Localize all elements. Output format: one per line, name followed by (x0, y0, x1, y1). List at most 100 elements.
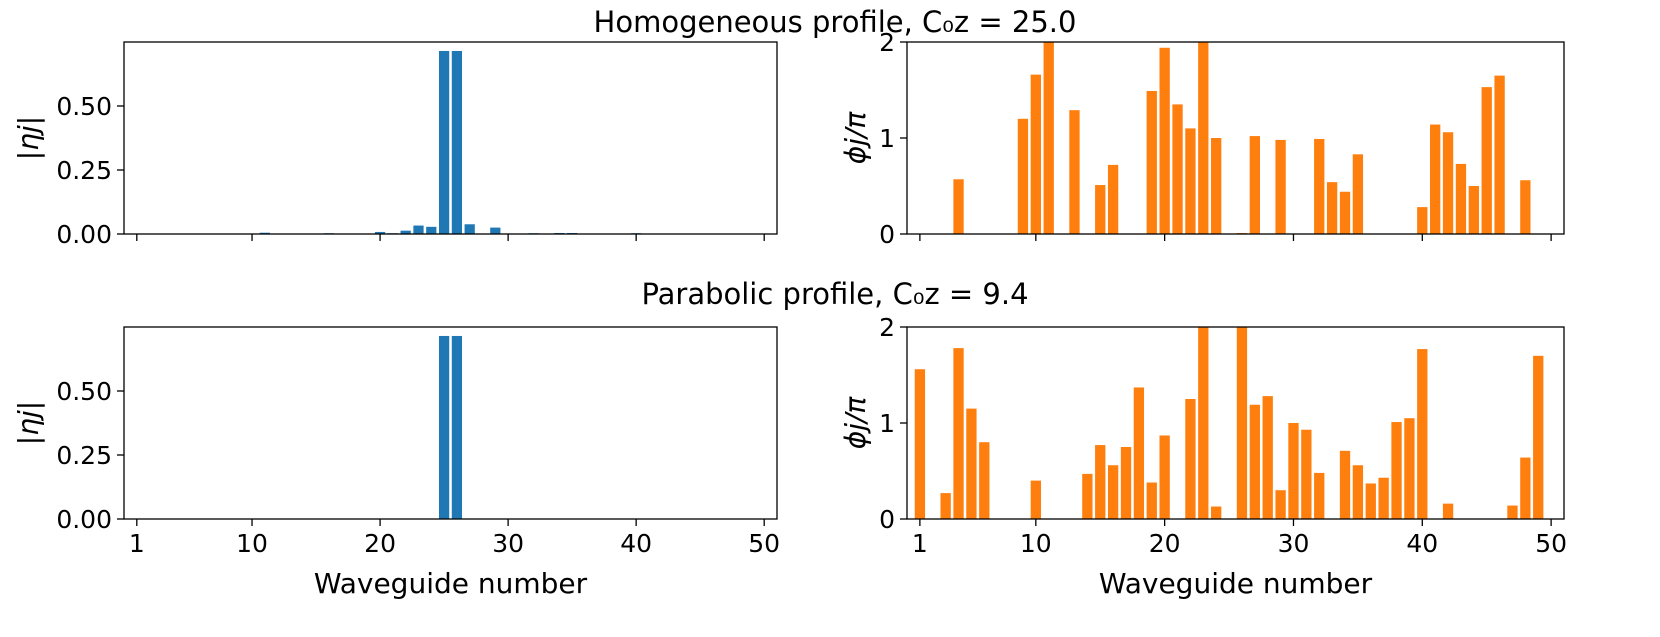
parab-amp-ytick-label-1: 0.25 (56, 441, 112, 470)
parab-amp-xtick-label-30: 30 (492, 529, 524, 558)
homog-phase-bar-15 (1095, 185, 1106, 234)
homog-phase-bar-41 (1430, 124, 1441, 234)
homog-phase-bar-13 (1069, 110, 1080, 234)
parab-phase-xtick-label-50: 50 (1535, 529, 1567, 558)
homog-phase-bar-40 (1417, 207, 1428, 234)
parab-amp-ytick-label-0: 0.00 (56, 505, 112, 534)
parab-phase-bar-42 (1442, 503, 1454, 519)
parab-phase-bar-4 (953, 348, 964, 519)
homog-amp-bar-29 (490, 227, 501, 234)
homog-amp-bar-24 (426, 226, 437, 234)
parab-phase-bar-17 (1120, 447, 1132, 519)
parab-phase-bar-18 (1133, 387, 1145, 519)
parab-amp-xtick-label-50: 50 (748, 529, 780, 558)
homog-phase-bar-11 (1043, 42, 1054, 234)
parab-phase-bar-40 (1417, 349, 1428, 519)
homog-phase-bar-29 (1275, 139, 1286, 234)
parab-phase-bar-39 (1404, 418, 1415, 519)
homog-phase-bar-9 (1017, 118, 1029, 234)
homog-amp-ytick-label-2: 0.50 (56, 92, 112, 121)
parab-phase-ytick-label-2: 2 (879, 313, 895, 342)
parab-phase-bar-19 (1146, 482, 1157, 519)
parab-phase-xtick-label-20: 20 (1149, 529, 1181, 558)
homog-amp-bar-25 (438, 50, 450, 234)
parab-amp-xlabel: Waveguide number (314, 567, 588, 600)
parab-phase-bar-29 (1275, 490, 1286, 519)
parab-phase-xtick-label-1: 1 (912, 529, 928, 558)
parab-phase-bar-47 (1507, 505, 1518, 519)
homog-phase-bar-22 (1185, 128, 1196, 234)
parab-phase-xtick-label-30: 30 (1278, 529, 1310, 558)
homog-phase-bar-45 (1481, 87, 1492, 234)
parab-phase-bar-26 (1236, 327, 1248, 519)
parab-phase-ytick-label-1: 1 (879, 409, 895, 438)
homog-phase-bar-34 (1339, 191, 1351, 234)
parab-phase-ylabel: ϕj/π (839, 396, 872, 450)
parab-phase-bar-27 (1249, 404, 1260, 519)
homog-phase-ytick-label-1: 1 (879, 124, 895, 153)
homog-phase-bar-33 (1326, 182, 1338, 234)
parab-phase-bar-49 (1533, 355, 1544, 519)
parab-amp-panel-title: Parabolic profile, C₀z = 9.4 (641, 277, 1028, 311)
parab-phase-bar-20 (1159, 435, 1170, 519)
parab-phase-bar-1 (914, 369, 926, 519)
parab-phase-bar-32 (1314, 472, 1325, 519)
homog-phase-bar-19 (1146, 90, 1157, 234)
homog-phase-bar-42 (1442, 132, 1454, 234)
parab-phase-bar-24 (1211, 506, 1222, 519)
parab-phase-bar-22 (1185, 399, 1196, 519)
homog-phase-bar-44 (1468, 186, 1479, 234)
parab-phase-xtick-label-10: 10 (1020, 529, 1052, 558)
homog-phase-bar-20 (1159, 47, 1170, 234)
parab-phase-axes-frame (906, 326, 1565, 520)
parab-amp-ytick-label-2: 0.50 (56, 377, 112, 406)
parab-amp-bar-25 (438, 335, 450, 519)
homog-phase-bar-4 (953, 179, 964, 234)
homog-phase-bar-16 (1107, 164, 1119, 234)
parab-phase-bar-23 (1198, 327, 1209, 519)
parab-phase-bar-34 (1339, 450, 1351, 519)
parab-amp-xtick-label-40: 40 (620, 529, 652, 558)
parab-phase-bar-38 (1391, 422, 1402, 519)
homog-amp-ytick-label-1: 0.25 (56, 156, 112, 185)
parab-phase-bar-37 (1378, 477, 1389, 519)
homog-phase-bar-35 (1352, 154, 1364, 234)
homog-amp-axes-frame (123, 41, 778, 235)
homog-amp-bar-26 (451, 50, 463, 234)
parab-phase-bar-16 (1107, 465, 1119, 519)
homog-phase-bar-48 (1520, 180, 1531, 234)
parab-phase-bar-10 (1030, 480, 1041, 519)
homog-phase-bar-43 (1455, 163, 1467, 234)
parab-phase-bar-31 (1301, 429, 1312, 519)
homog-phase-bar-46 (1494, 75, 1505, 234)
parab-phase-xtick-label-40: 40 (1406, 529, 1438, 558)
parab-phase-bar-5 (966, 408, 977, 519)
homog-amp-panel-title: Homogeneous profile, C₀z = 25.0 (594, 5, 1077, 39)
parab-phase-bar-48 (1520, 457, 1531, 519)
parab-phase-bar-28 (1262, 396, 1273, 519)
homog-phase-bar-32 (1314, 138, 1325, 234)
homog-amp-bar-20 (374, 231, 386, 234)
homog-phase-bar-21 (1172, 104, 1183, 234)
homog-amp-bar-27 (464, 224, 475, 234)
parab-phase-bar-15 (1095, 445, 1106, 519)
parab-amp-xtick-label-10: 10 (236, 529, 268, 558)
parab-phase-bar-14 (1082, 473, 1093, 519)
homog-phase-bar-24 (1211, 138, 1222, 234)
parab-amp-ylabel: |ηj| (12, 401, 45, 445)
homog-amp-ytick-label-0: 0.00 (56, 220, 112, 249)
parab-phase-bar-36 (1365, 483, 1376, 519)
parab-phase-bar-6 (979, 442, 990, 519)
parab-phase-bar-35 (1352, 465, 1364, 519)
homog-phase-ytick-label-0: 0 (879, 220, 895, 249)
parab-phase-bar-30 (1288, 423, 1299, 519)
homog-phase-bar-10 (1030, 74, 1041, 234)
homog-phase-bar-27 (1249, 136, 1260, 234)
parab-phase-xlabel: Waveguide number (1099, 567, 1373, 600)
parab-phase-ytick-label-0: 0 (879, 505, 895, 534)
homog-amp-ylabel: |ηj| (12, 116, 45, 160)
homog-phase-bar-23 (1198, 42, 1209, 234)
homog-amp-bar-23 (413, 225, 424, 234)
parab-amp-xtick-label-20: 20 (364, 529, 396, 558)
